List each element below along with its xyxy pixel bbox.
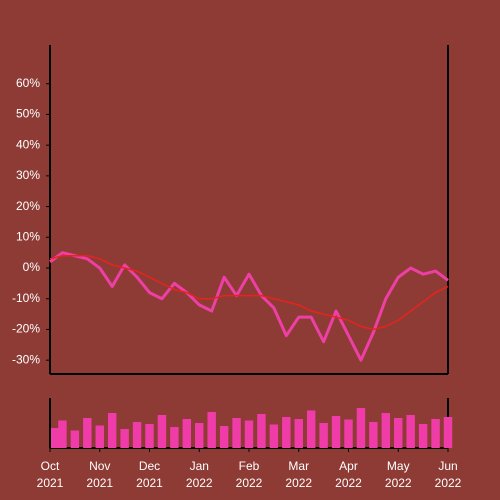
series-line [49,254,449,331]
y-tick-label: 60% [16,76,40,90]
volume-bar [95,425,104,448]
volume-bar [157,415,167,448]
volume-bar [394,418,403,448]
x-tick-label: Apr 2022 [335,459,362,490]
series-line [49,251,449,362]
volume-bar [369,422,378,448]
x-tick-label: Jan 2022 [185,459,213,490]
x-tick-label: Mar 2022 [285,459,313,490]
volume-bar [319,423,328,448]
volume-bar [58,420,67,448]
volume-bar [120,429,129,448]
y-tick-label: 20% [16,199,40,213]
volume-bar [431,419,440,448]
volume-bar [182,419,192,448]
x-tick-label: Nov 2021 [86,459,114,490]
volume-bar [244,420,254,448]
volume-bar [269,424,279,448]
volume-bar [145,424,154,448]
volume-bar [207,412,216,448]
volume-bar [443,417,453,448]
volume-bar [232,418,241,448]
volume-bar [306,410,316,448]
volume-bar [418,424,428,448]
y-tick-label: 30% [16,168,40,182]
volume-bar [107,413,117,448]
volume-bar [70,430,80,448]
volume-bar [219,426,229,448]
x-tick-label: Feb 2022 [235,459,263,490]
y-tick-label: 50% [16,107,40,121]
volume-bar [344,419,353,448]
x-tick-label: Dec 2021 [136,459,163,490]
volume-bar [331,416,341,448]
y-tick-label: 0% [23,260,41,274]
volume-bar [51,428,60,448]
volume-bar [132,422,142,448]
y-tick-label: 10% [16,229,40,243]
x-tick-label: Oct 2021 [36,459,64,490]
volume-bar [294,419,303,448]
x-tick-label: May 2022 [384,459,412,490]
volume-bar [282,417,291,448]
x-tick-label: Jun 2022 [434,459,462,490]
y-tick-label: -10% [12,291,40,305]
volume-bar [170,427,179,448]
y-tick-label: -30% [12,352,40,366]
volume-bar [195,423,204,448]
volume-bar [381,413,391,448]
volume-bar [406,415,415,448]
volume-bar [356,408,366,448]
volume-bar [257,414,266,448]
y-tick-label: 40% [16,137,40,151]
volume-bar [83,418,92,448]
y-tick-label: -20% [12,322,40,336]
